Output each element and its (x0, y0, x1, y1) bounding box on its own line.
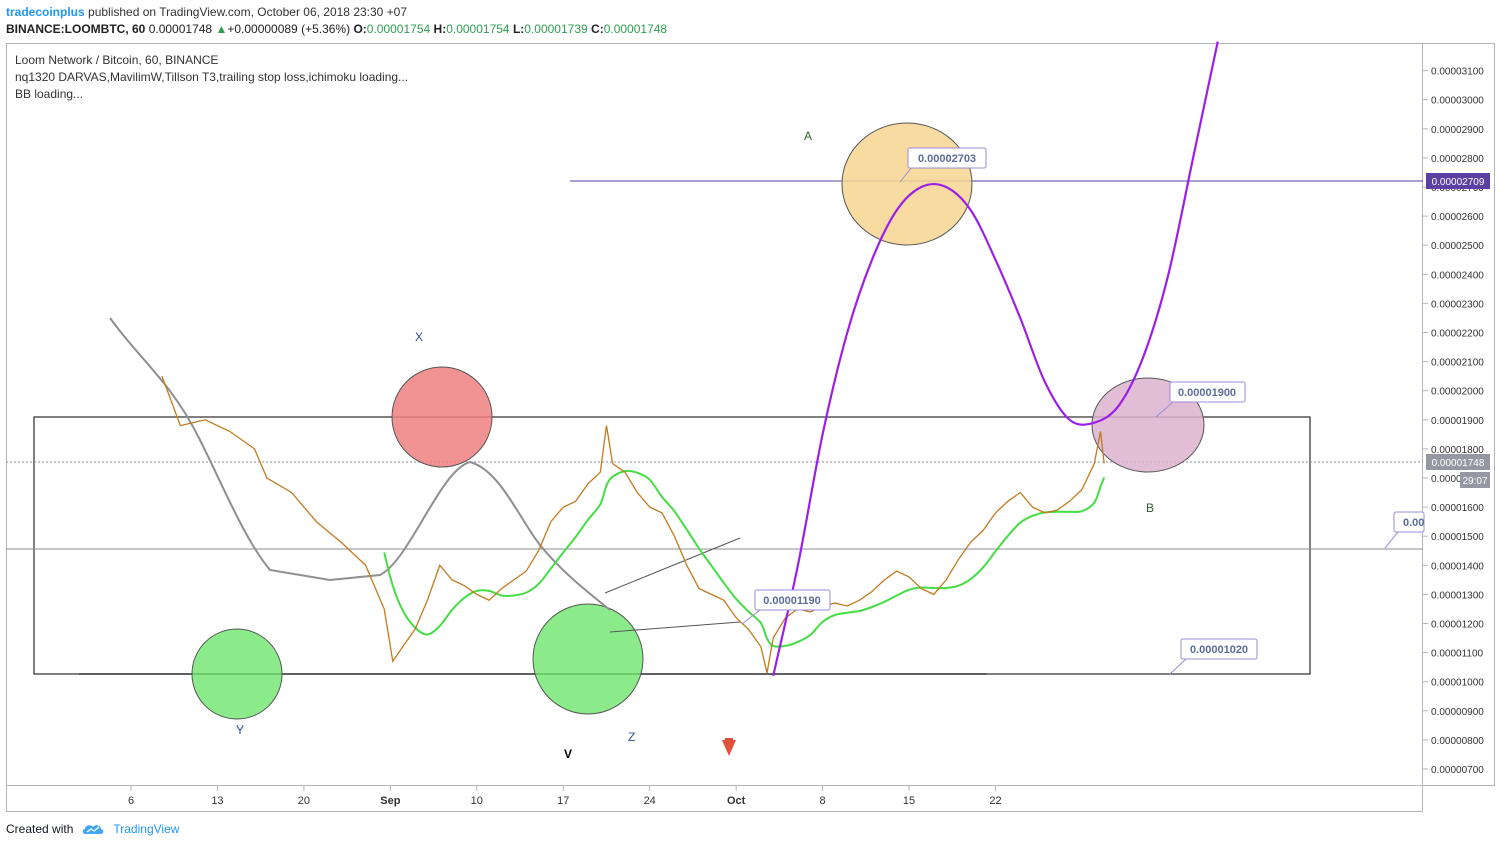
close-label: C: (591, 22, 604, 36)
legend-bb: BB loading... (15, 87, 84, 101)
price-series-line (161, 375, 1105, 674)
price-tick-label: 0.00000900 (1431, 707, 1484, 718)
wave-label-a: A (804, 129, 812, 143)
wave-label-v: V (564, 747, 572, 761)
published-header: tradecoinplus published on TradingView.c… (6, 4, 407, 20)
svg-text:0.00001190: 0.00001190 (763, 595, 821, 607)
wave-label-z: Z (628, 730, 635, 744)
mavilim-line (383, 469, 1106, 648)
projection-curve[interactable] (772, 41, 1219, 677)
countdown-tag: 29:07 (1460, 472, 1490, 488)
price-tick-label: 0.00003000 (1431, 96, 1484, 107)
callout-1020[interactable]: 0.00001020 (1169, 638, 1258, 675)
time-tick-label: 15 (903, 795, 915, 807)
circle-x-top[interactable] (391, 366, 493, 468)
circle-a-target[interactable] (841, 122, 973, 246)
open-label: O: (353, 22, 367, 36)
wave-label-b: B (1146, 501, 1154, 515)
time-tick-label: 13 (211, 795, 223, 807)
slow-moving-average (109, 317, 611, 611)
time-tick-label: 6 (128, 795, 134, 807)
time-tick-label: Oct (727, 795, 746, 807)
svg-text:0.00001900: 0.00001900 (1178, 387, 1236, 399)
wedge-lower-line[interactable] (609, 621, 741, 633)
time-axis-ticks: 6 13 20 Sep 10 17 24 Oct 8 15 22 (128, 786, 1002, 807)
price-tick-label: 0.00002900 (1431, 125, 1484, 136)
tradingview-cloud-icon[interactable] (81, 822, 105, 836)
chart-legend: Loom Network / Bitcoin, 60, BINANCE nq13… (15, 52, 408, 103)
price-tick-label: 0.00001700 (1431, 474, 1484, 485)
svg-text:0.00002703: 0.00002703 (918, 153, 976, 165)
price-tick-label: 0.00000700 (1431, 765, 1484, 776)
close-value: 0.00001748 (603, 22, 668, 36)
price-tick-label: 0.00001400 (1431, 561, 1484, 572)
time-tick-label: 10 (471, 795, 483, 807)
change-arrow-icon: ▲ (215, 22, 228, 36)
tradingview-link[interactable]: TradingView (113, 822, 180, 836)
ohlc-line: BINANCE:LOOMBTC, 60 0.00001748 ▲+0.00000… (6, 21, 667, 37)
price-tick-label: 0.00000800 (1431, 736, 1484, 747)
time-tick-label: 8 (820, 795, 826, 807)
published-text: published on TradingView.com, October 06… (88, 5, 408, 19)
price-tick-label: 0.00003100 (1431, 67, 1484, 78)
footer: Created with TradingView (6, 822, 179, 836)
callout-ray[interactable]: 0.00 (1384, 511, 1425, 549)
price-tick-label: 0.00001800 (1431, 445, 1484, 456)
price-axis-ticks: 0.00000700 0.00000800 0.00000900 0.00001000… (1423, 67, 1484, 776)
circle-y-bottom[interactable] (191, 628, 283, 720)
price-tick-label: 0.00002500 (1431, 241, 1484, 252)
callout-target-a[interactable]: 0.00002703 (899, 147, 987, 183)
price-tick-label: 0.00001300 (1431, 590, 1484, 601)
open-value: 0.00001754 (366, 22, 431, 36)
wave-label-y: Y (236, 723, 244, 737)
low-label: L: (512, 22, 525, 36)
symbol-label: BINANCE:LOOMBTC, 60 (6, 22, 146, 36)
price-tick-label: 0.00002100 (1431, 358, 1484, 369)
high-label: H: (433, 22, 447, 36)
price-tick-label: 0.00002600 (1431, 212, 1484, 223)
callout-1190[interactable]: 0.00001190 (741, 589, 831, 625)
change-value: +0.00000089 (+5.36%) (227, 22, 351, 36)
price-tick-label: 0.00002400 (1431, 270, 1484, 281)
legend-title: Loom Network / Bitcoin, 60, BINANCE (15, 53, 219, 67)
author-name[interactable]: tradecoinplus (6, 5, 85, 19)
circle-z-bottom[interactable] (532, 603, 644, 715)
last-price: 0.00001748 (148, 22, 213, 36)
svg-text:0.00001020: 0.00001020 (1190, 644, 1248, 656)
last-price-tag: 0.00001748 (1426, 454, 1490, 470)
time-tick-label: 22 (989, 795, 1001, 807)
svg-text:0.00: 0.00 (1403, 517, 1424, 529)
legend-indicators: nq1320 DARVAS,MavilimW,Tillson T3,traili… (15, 70, 409, 84)
price-tick-label: 0.00002300 (1431, 299, 1484, 310)
time-tick-label: 17 (557, 795, 569, 807)
low-value: 0.00001739 (524, 22, 588, 36)
price-tick-label: 0.00001200 (1431, 620, 1484, 631)
price-tick-label: 0.00001600 (1431, 503, 1484, 514)
time-tick-label: 24 (644, 795, 656, 807)
price-tick-label: 0.00002000 (1431, 387, 1484, 398)
price-tick-label: 0.00001500 (1431, 532, 1484, 543)
marked-price-tag: 0.00002709 (1426, 173, 1490, 189)
svg-text:0.00002709: 0.00002709 (1432, 177, 1485, 188)
wave-label-x: X (415, 330, 423, 344)
svg-text:0.00001748: 0.00001748 (1432, 458, 1485, 469)
price-axis[interactable] (1423, 43, 1495, 786)
price-tick-label: 0.00002200 (1431, 329, 1484, 340)
time-tick-label: Sep (380, 795, 400, 807)
price-tick-label: 0.00001900 (1431, 416, 1484, 427)
callout-target-b[interactable]: 0.00001900 (1155, 381, 1246, 418)
down-arrow-stem (725, 738, 733, 742)
price-tick-label: 0.00001000 (1431, 678, 1484, 689)
time-axis[interactable] (6, 786, 1423, 812)
down-arrow-icon (722, 740, 736, 756)
time-tick-label: 20 (298, 795, 310, 807)
chart-pane[interactable] (6, 43, 1423, 786)
high-value: 0.00001754 (446, 22, 510, 36)
svg-text:29:07: 29:07 (1462, 476, 1487, 487)
created-with-label: Created with (6, 822, 74, 836)
price-tick-label: 0.00002800 (1431, 154, 1484, 165)
price-tick-label: 0.00001100 (1431, 649, 1484, 660)
wedge-upper-line[interactable] (604, 537, 741, 594)
